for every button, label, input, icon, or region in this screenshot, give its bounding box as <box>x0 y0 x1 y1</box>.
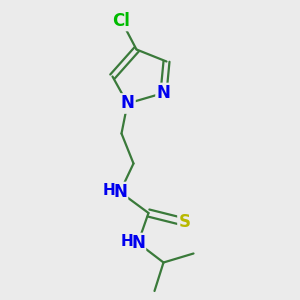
Text: H: H <box>120 234 133 249</box>
Text: N: N <box>131 234 145 252</box>
Text: N: N <box>113 183 127 201</box>
Text: S: S <box>178 213 190 231</box>
Text: N: N <box>121 94 134 112</box>
Text: H: H <box>102 183 115 198</box>
Text: Cl: Cl <box>112 12 130 30</box>
Text: N: N <box>157 84 170 102</box>
